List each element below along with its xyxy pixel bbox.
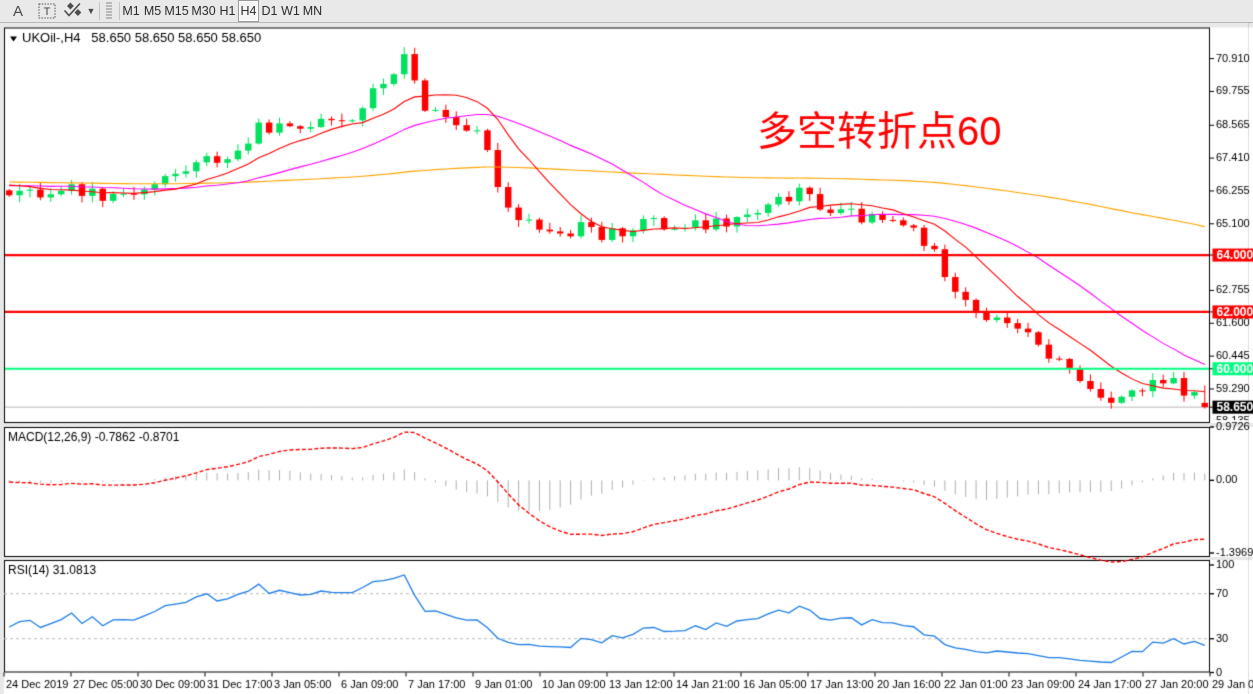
svg-text:T: T	[44, 6, 51, 18]
